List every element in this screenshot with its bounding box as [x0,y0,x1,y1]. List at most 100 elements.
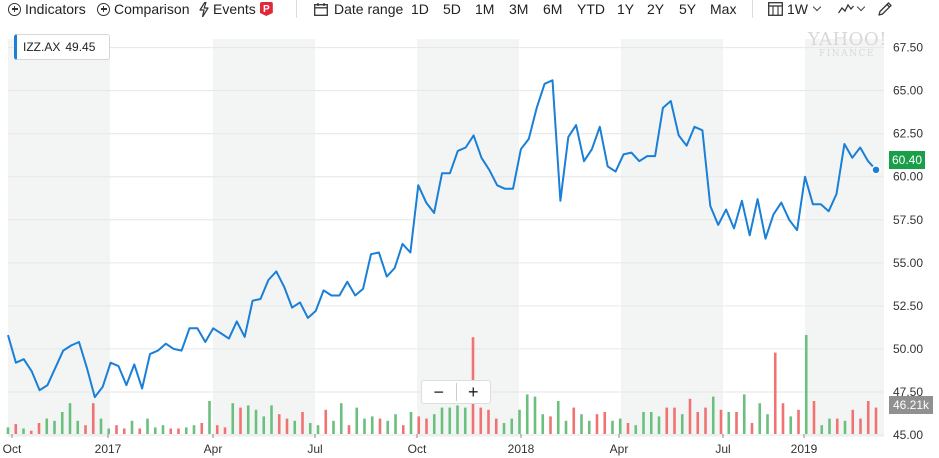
volume-bar [448,407,452,434]
volume-bar [502,423,506,434]
volume-bar [355,407,359,434]
volume-bar [812,401,816,434]
indicators-button[interactable]: Indicators [8,0,86,18]
volume-bar [487,409,490,434]
x-tick-label: 2017 [95,442,122,456]
volume-bar [595,414,599,434]
volume-bar [866,401,870,434]
volume-bar [541,414,545,434]
volume-bar [843,420,847,434]
date-range-button[interactable]: Date range [314,0,403,18]
volume-bar [440,407,444,434]
volume-bar [642,412,645,434]
range-5d-button[interactable]: 5D [443,1,461,17]
price-chart[interactable]: 67.50 65.00 62.50 60.00 57.50 55.00 52.50 50.00… [0,22,939,458]
period-band [621,39,723,437]
volume-bar [696,412,700,434]
volume-bar [308,423,312,434]
volume-bar [750,423,754,434]
range-3m-button[interactable]: 3M [509,1,529,17]
range-ytd-button[interactable]: YTD [577,1,605,17]
indicators-label: Indicators [25,1,86,17]
volume-bar [859,418,862,434]
volume-bar [657,416,661,434]
volume-bar [184,427,188,434]
volume-bar [704,407,707,434]
interval-select[interactable]: 1W [768,0,822,18]
volume-bar [14,424,18,434]
volume-bar [339,403,343,434]
volume-bar [285,418,289,434]
y-tick-label: 57.50 [893,213,923,227]
volume-bar [781,403,785,434]
volume-bar [293,420,297,434]
range-1d-button[interactable]: 1D [411,1,429,17]
draw-button[interactable] [877,0,893,18]
volume-bar [618,418,622,434]
volume-bar [463,407,467,434]
range-1y-button[interactable]: 1Y [617,1,635,17]
watermark-line2: FINANCE [818,49,875,59]
volume-bar [394,414,397,434]
legend-value: 49.45 [65,40,96,54]
range-2y-button[interactable]: 2Y [647,1,665,17]
volume-bar [758,403,762,434]
volume-bar [363,418,366,434]
volume-bar [673,407,676,434]
zoom-out-button[interactable]: − [433,381,444,402]
volume-bar [626,423,630,434]
volume-bar [262,416,266,434]
comparison-button[interactable]: Comparison [97,0,189,18]
volume-bar [634,425,638,434]
range-1m-button[interactable]: 1M [475,1,495,17]
range-max-button[interactable]: Max [710,1,737,17]
volume-bar [169,428,173,434]
volume-bar [611,420,614,434]
volume-bar [417,416,421,434]
volume-bar [735,412,738,434]
volume-bar [177,428,180,434]
volume-bar [533,396,537,434]
volume-bar [727,412,731,434]
add-circle-icon [97,2,110,16]
price-series-line [7,79,877,399]
volume-bar [773,352,777,434]
volume-bar [432,414,436,434]
legend-symbol: IZZ.AX [23,40,61,54]
volume-bar [688,398,692,434]
volume-bar [29,430,33,434]
last-price-point [871,165,881,175]
period-band [8,39,110,437]
chart-toolbar: Indicators Comparison Events P Date rang… [0,0,939,18]
y-tick-label: 65.00 [893,84,923,98]
volume-bar [386,420,390,434]
volume-bar [153,427,157,434]
period-band [213,39,315,437]
range-5y-button[interactable]: 5Y [679,1,697,17]
toolbar-divider [752,0,753,18]
volume-bar [192,425,196,434]
chart-type-select[interactable] [838,0,866,18]
y-tick-label: 55.00 [893,256,923,270]
range-6m-button[interactable]: 6M [543,1,563,17]
volume-bar [649,412,653,434]
chevron-down-icon [856,2,866,12]
volume-bar [479,407,483,434]
volume-bar [332,420,335,434]
lightning-icon [199,1,209,17]
chevron-down-icon [812,2,822,12]
volume-bar [68,403,72,434]
y-tick-label: 60.00 [893,170,923,184]
volume-bar [301,412,304,434]
zoom-in-button[interactable]: + [467,381,479,402]
volume-bar [76,420,80,434]
symbol-legend[interactable]: IZZ.AX 49.45 [14,34,110,60]
volume-bar [53,420,56,434]
volume-bar [518,409,521,434]
calendar-icon [314,2,328,16]
y-tick-label: 47.50 [893,385,923,399]
volume-bar [91,403,95,434]
events-button[interactable]: Events P [199,0,273,18]
volume-bar [874,407,878,434]
volume-bar [835,418,839,434]
